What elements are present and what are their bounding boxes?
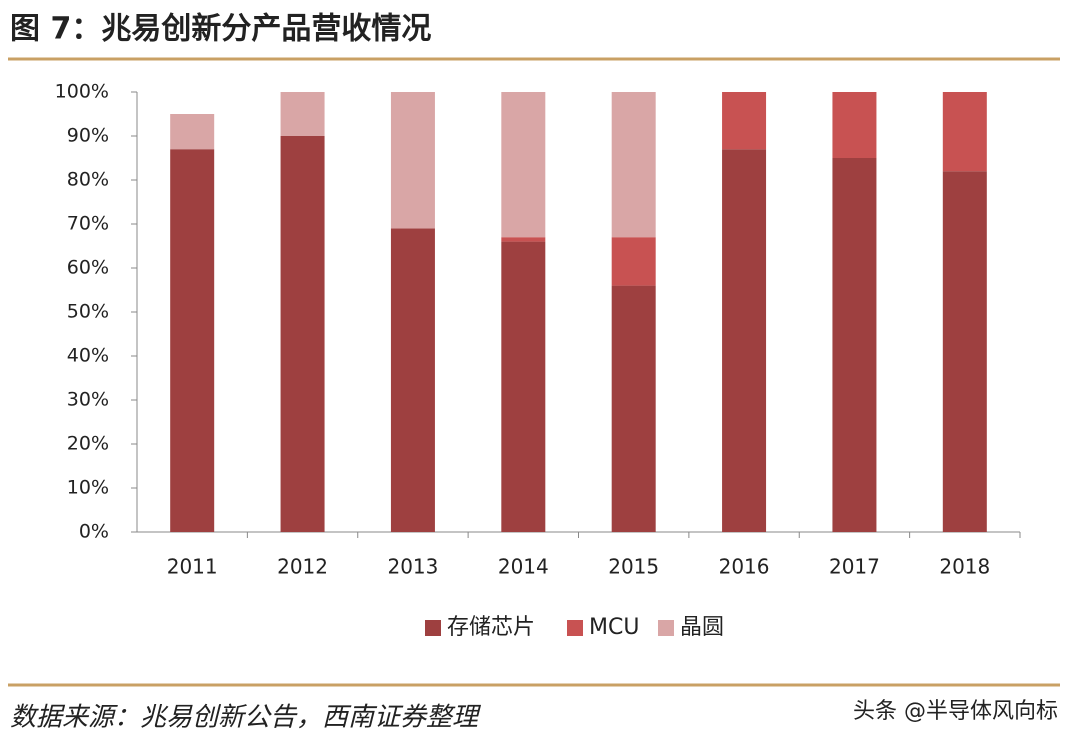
y-tick-label: 10% xyxy=(67,477,109,499)
bar-segment xyxy=(611,285,656,532)
x-tick-label: 2011 xyxy=(167,555,218,579)
x-tick-label: 2013 xyxy=(387,555,438,579)
x-tick-label: 2015 xyxy=(608,555,659,579)
y-tick-label: 30% xyxy=(67,389,109,411)
bar-segment xyxy=(611,92,656,238)
legend-swatch xyxy=(425,620,441,636)
bar-segment xyxy=(280,92,325,136)
y-tick-label: 70% xyxy=(67,213,109,235)
y-tick-label: 50% xyxy=(67,301,109,323)
y-tick-label: 0% xyxy=(79,521,109,543)
watermark: 头条 @半导体风向标 xyxy=(853,699,1058,724)
y-tick-label: 40% xyxy=(67,345,109,367)
bar-segment xyxy=(942,171,987,532)
legend-label: 晶圆 xyxy=(680,615,724,640)
legend-swatch xyxy=(567,620,583,636)
bar-segment xyxy=(170,149,215,532)
y-tick-label: 100% xyxy=(55,81,109,103)
x-tick-label: 2016 xyxy=(719,555,770,579)
bar-segment xyxy=(390,228,435,532)
bar-segment xyxy=(280,136,325,532)
legend-label: MCU xyxy=(589,615,639,640)
bar-segment xyxy=(501,241,546,532)
chart-title: 图 7：兆易创新分产品营收情况 xyxy=(10,12,431,47)
legend-label: 存储芯片 xyxy=(447,615,535,640)
bar-segment xyxy=(722,92,767,150)
x-tick-label: 2018 xyxy=(939,555,990,579)
y-tick-label: 80% xyxy=(67,169,109,191)
x-tick-label: 2012 xyxy=(277,555,328,579)
bar-segment xyxy=(722,149,767,532)
legend-swatch xyxy=(658,620,674,636)
y-tick-label: 60% xyxy=(67,257,109,279)
bar-segment xyxy=(390,92,435,229)
bar-segment xyxy=(501,92,546,238)
bar-segment xyxy=(501,237,546,242)
bar-segment xyxy=(170,114,215,150)
bar-segment xyxy=(942,92,987,172)
x-tick-label: 2014 xyxy=(498,555,549,579)
bar-segment xyxy=(832,158,877,532)
y-tick-label: 90% xyxy=(67,125,109,147)
source-note: 数据来源：兆易创新公告，西南证券整理 xyxy=(10,703,482,733)
x-tick-label: 2017 xyxy=(829,555,880,579)
bar-segment xyxy=(832,92,877,158)
y-tick-label: 20% xyxy=(67,433,109,455)
bar-segment xyxy=(611,237,656,286)
